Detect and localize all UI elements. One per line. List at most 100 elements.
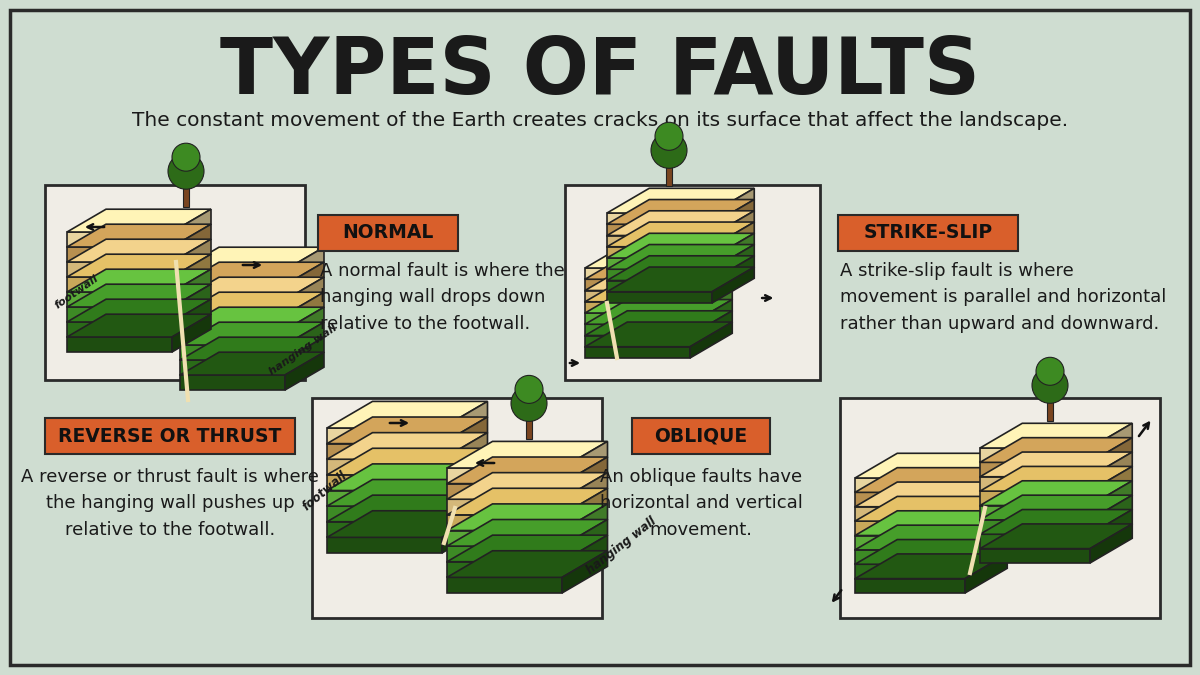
Polygon shape [180,292,324,315]
Polygon shape [1090,510,1133,549]
Polygon shape [180,375,286,390]
Polygon shape [690,300,732,335]
Polygon shape [1090,452,1133,491]
Polygon shape [666,164,672,186]
Polygon shape [1090,495,1133,534]
Polygon shape [980,534,1090,549]
FancyBboxPatch shape [565,185,820,380]
Polygon shape [326,433,487,459]
Polygon shape [67,284,211,307]
Polygon shape [980,491,1090,506]
Polygon shape [446,546,562,562]
Polygon shape [180,360,286,375]
Text: OBLIQUE: OBLIQUE [654,427,748,446]
Polygon shape [607,188,755,213]
Polygon shape [442,417,487,459]
Polygon shape [586,279,690,290]
Polygon shape [286,352,324,390]
Polygon shape [607,213,712,224]
Polygon shape [586,322,732,347]
Polygon shape [854,525,1007,550]
Polygon shape [326,522,442,537]
Text: hanging wall: hanging wall [268,323,338,377]
Circle shape [1032,367,1068,403]
Polygon shape [172,209,211,247]
Polygon shape [690,322,732,358]
Polygon shape [980,495,1133,520]
Polygon shape [67,232,172,247]
Polygon shape [980,549,1090,563]
Polygon shape [1090,481,1133,520]
Polygon shape [980,481,1133,506]
Circle shape [515,375,542,404]
Polygon shape [67,262,172,277]
Polygon shape [607,234,755,258]
Polygon shape [965,525,1007,564]
Polygon shape [286,307,324,345]
Polygon shape [607,256,755,281]
FancyBboxPatch shape [10,10,1190,665]
Polygon shape [286,277,324,315]
Polygon shape [980,452,1133,477]
Polygon shape [854,564,965,578]
Polygon shape [607,247,712,258]
Polygon shape [854,578,965,593]
FancyBboxPatch shape [838,215,1018,251]
Polygon shape [965,554,1007,593]
Polygon shape [67,292,172,307]
Polygon shape [442,479,487,522]
Polygon shape [607,224,712,236]
Text: footwall: footwall [53,273,101,310]
Polygon shape [67,269,211,292]
Polygon shape [586,335,690,347]
Polygon shape [712,256,755,292]
Polygon shape [67,307,172,322]
Polygon shape [854,550,965,564]
Polygon shape [172,239,211,277]
Polygon shape [965,539,1007,578]
Polygon shape [562,457,607,500]
Polygon shape [326,448,487,475]
Polygon shape [446,457,607,483]
Polygon shape [980,466,1133,491]
Polygon shape [446,562,562,577]
Polygon shape [854,535,965,550]
Text: hanging wall: hanging wall [584,515,659,577]
Polygon shape [67,299,211,322]
Polygon shape [446,531,562,546]
Polygon shape [607,200,755,224]
Polygon shape [562,520,607,562]
Polygon shape [446,551,607,577]
Polygon shape [172,314,211,352]
Polygon shape [562,504,607,546]
Polygon shape [586,290,690,302]
Polygon shape [286,262,324,300]
Polygon shape [180,277,324,300]
Polygon shape [326,464,487,491]
Polygon shape [326,491,442,506]
Polygon shape [286,322,324,360]
Polygon shape [446,441,607,468]
Text: footwall: footwall [300,468,349,513]
Polygon shape [442,495,487,537]
Polygon shape [586,300,732,324]
Polygon shape [854,482,1007,507]
Polygon shape [446,577,562,593]
Polygon shape [712,244,755,281]
Polygon shape [67,277,172,292]
Polygon shape [180,300,286,315]
Polygon shape [1090,437,1133,477]
Polygon shape [67,314,211,337]
Polygon shape [690,243,732,279]
Polygon shape [326,459,442,475]
Polygon shape [562,472,607,515]
Polygon shape [326,537,442,553]
Polygon shape [607,258,712,269]
Polygon shape [172,299,211,337]
Polygon shape [180,270,286,285]
Polygon shape [172,284,211,322]
Polygon shape [286,247,324,285]
Polygon shape [607,236,712,247]
Polygon shape [172,224,211,262]
Polygon shape [586,268,690,279]
